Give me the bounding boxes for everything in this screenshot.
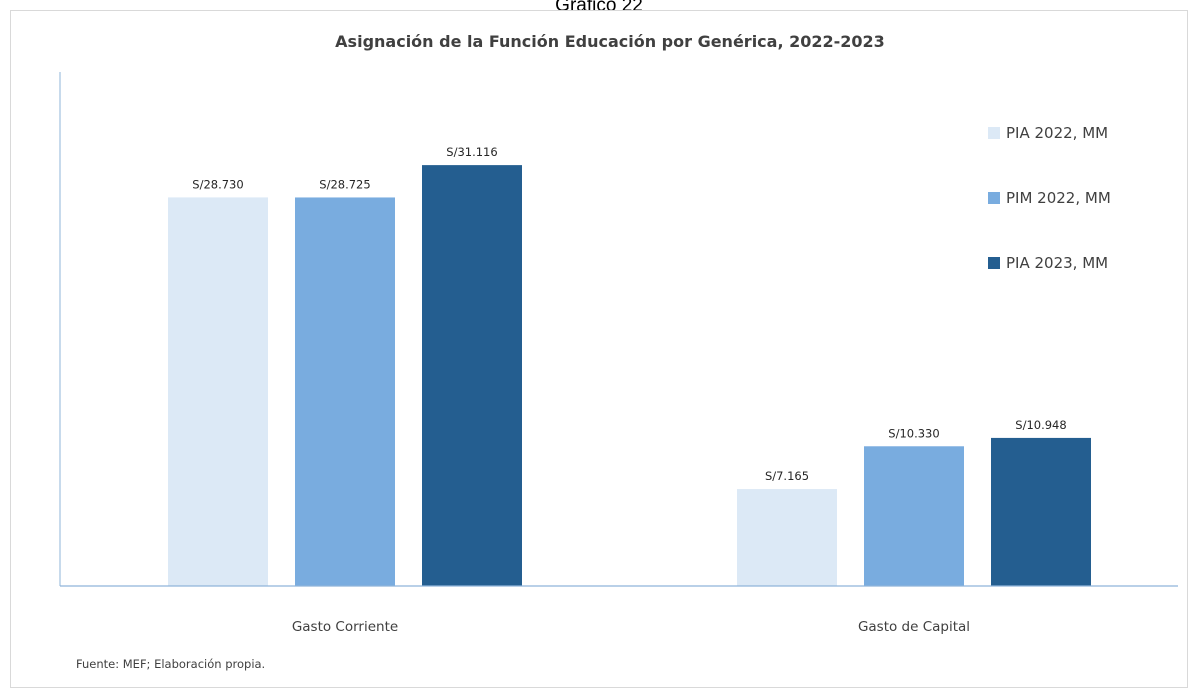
legend-label: PIA 2023, MM bbox=[1006, 254, 1108, 272]
legend-label: PIA 2022, MM bbox=[1006, 124, 1108, 142]
category-label: Gasto Corriente bbox=[292, 619, 398, 635]
bar-2-2 bbox=[864, 446, 964, 586]
chart-title: Asignación de la Función Educación por G… bbox=[335, 32, 885, 51]
data-label: S/10.330 bbox=[888, 426, 939, 440]
data-label: S/31.116 bbox=[446, 145, 497, 159]
bar-1-2 bbox=[295, 197, 395, 586]
legend-swatch bbox=[988, 257, 1000, 269]
bar-1-3 bbox=[422, 165, 522, 586]
bar-2-1 bbox=[737, 489, 837, 586]
data-label: S/28.730 bbox=[192, 177, 243, 191]
category-label: Gasto de Capital bbox=[858, 619, 970, 635]
source-note: Fuente: MEF; Elaboración propia. bbox=[76, 657, 265, 671]
legend-label: PIM 2022, MM bbox=[1006, 189, 1111, 207]
figure-caption: Gráfico 22 bbox=[555, 0, 643, 16]
bar-2-3 bbox=[991, 437, 1091, 586]
data-label: S/10.948 bbox=[1015, 418, 1066, 432]
bars-layer: S/28.730 S/28.725 S/31.116 Gasto Corriente S… bbox=[168, 145, 1091, 635]
legend-swatch bbox=[988, 127, 1000, 139]
legend-swatch bbox=[988, 192, 1000, 204]
bar-1-1 bbox=[168, 197, 268, 586]
data-label: S/7.165 bbox=[765, 469, 809, 483]
legend: PIA 2022, MM PIM 2022, MM PIA 2023, MM bbox=[988, 124, 1111, 272]
data-label: S/28.725 bbox=[319, 177, 370, 191]
